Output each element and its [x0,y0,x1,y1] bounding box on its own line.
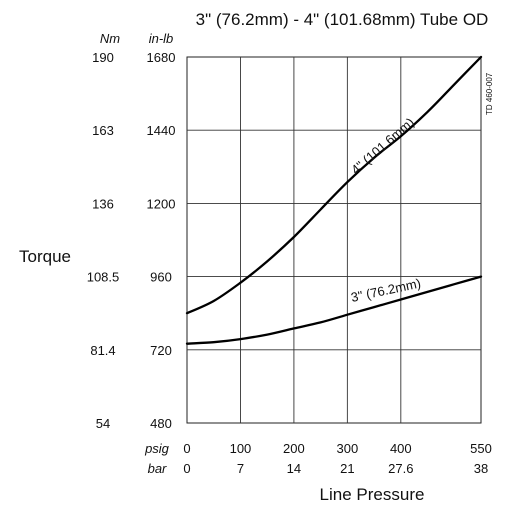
y-tick-nm: 81.4 [90,343,115,358]
grid [186,56,482,424]
y-tick-nm: 108.5 [87,270,120,285]
plot-frame [186,56,482,424]
x-ticks: 0 0 100 7 200 14 300 21 400 27.6 550 38 [183,441,491,476]
x-tick-bar: 7 [237,461,244,476]
series-label-3in: 3" (76.2mm) [350,275,423,304]
y-tick-nm: 190 [92,50,114,65]
y-tick-nm: 136 [92,196,114,211]
x-tick-psig: 100 [230,441,252,456]
x-unit-bar: bar [148,461,167,476]
y-unit-nm: Nm [100,31,120,46]
y-tick-inlb: 720 [150,343,172,358]
series-line-4in [185,55,483,315]
x-tick-bar: 0 [183,461,190,476]
doc-id: TD 460-007 [485,72,494,115]
x-tick-bar: 14 [287,461,301,476]
x-axis-label: Line Pressure [320,485,425,504]
x-tick-psig: 0 [183,441,190,456]
y-tick-nm: 163 [92,123,114,138]
x-tick-psig: 200 [283,441,305,456]
chart-title: 3" (76.2mm) - 4" (101.68mm) Tube OD [196,10,489,29]
x-tick-psig: 400 [390,441,412,456]
y-tick-nm: 54 [96,416,110,431]
y-tick-inlb: 1440 [147,123,176,138]
x-tick-psig: 300 [337,441,359,456]
x-tick-bar: 21 [340,461,354,476]
y-tick-inlb: 960 [150,270,172,285]
series-lines [185,55,483,345]
y-tick-inlb: 480 [150,416,172,431]
x-tick-bar: 38 [474,461,488,476]
y-ticks: 1680 190 1440 163 1200 136 960 108.5 720 81.4 480 5… [87,50,176,431]
x-tick-psig: 550 [470,441,492,456]
series-line-3in [185,275,483,345]
y-axis-label: Torque [19,247,71,266]
series-label-4in: 4" (101.6mm) [348,115,417,178]
x-tick-bar: 27.6 [388,461,413,476]
y-tick-inlb: 1200 [147,196,176,211]
y-unit-inlb: in-lb [149,31,174,46]
y-tick-inlb: 1680 [147,50,176,65]
x-unit-psig: psig [144,441,170,456]
